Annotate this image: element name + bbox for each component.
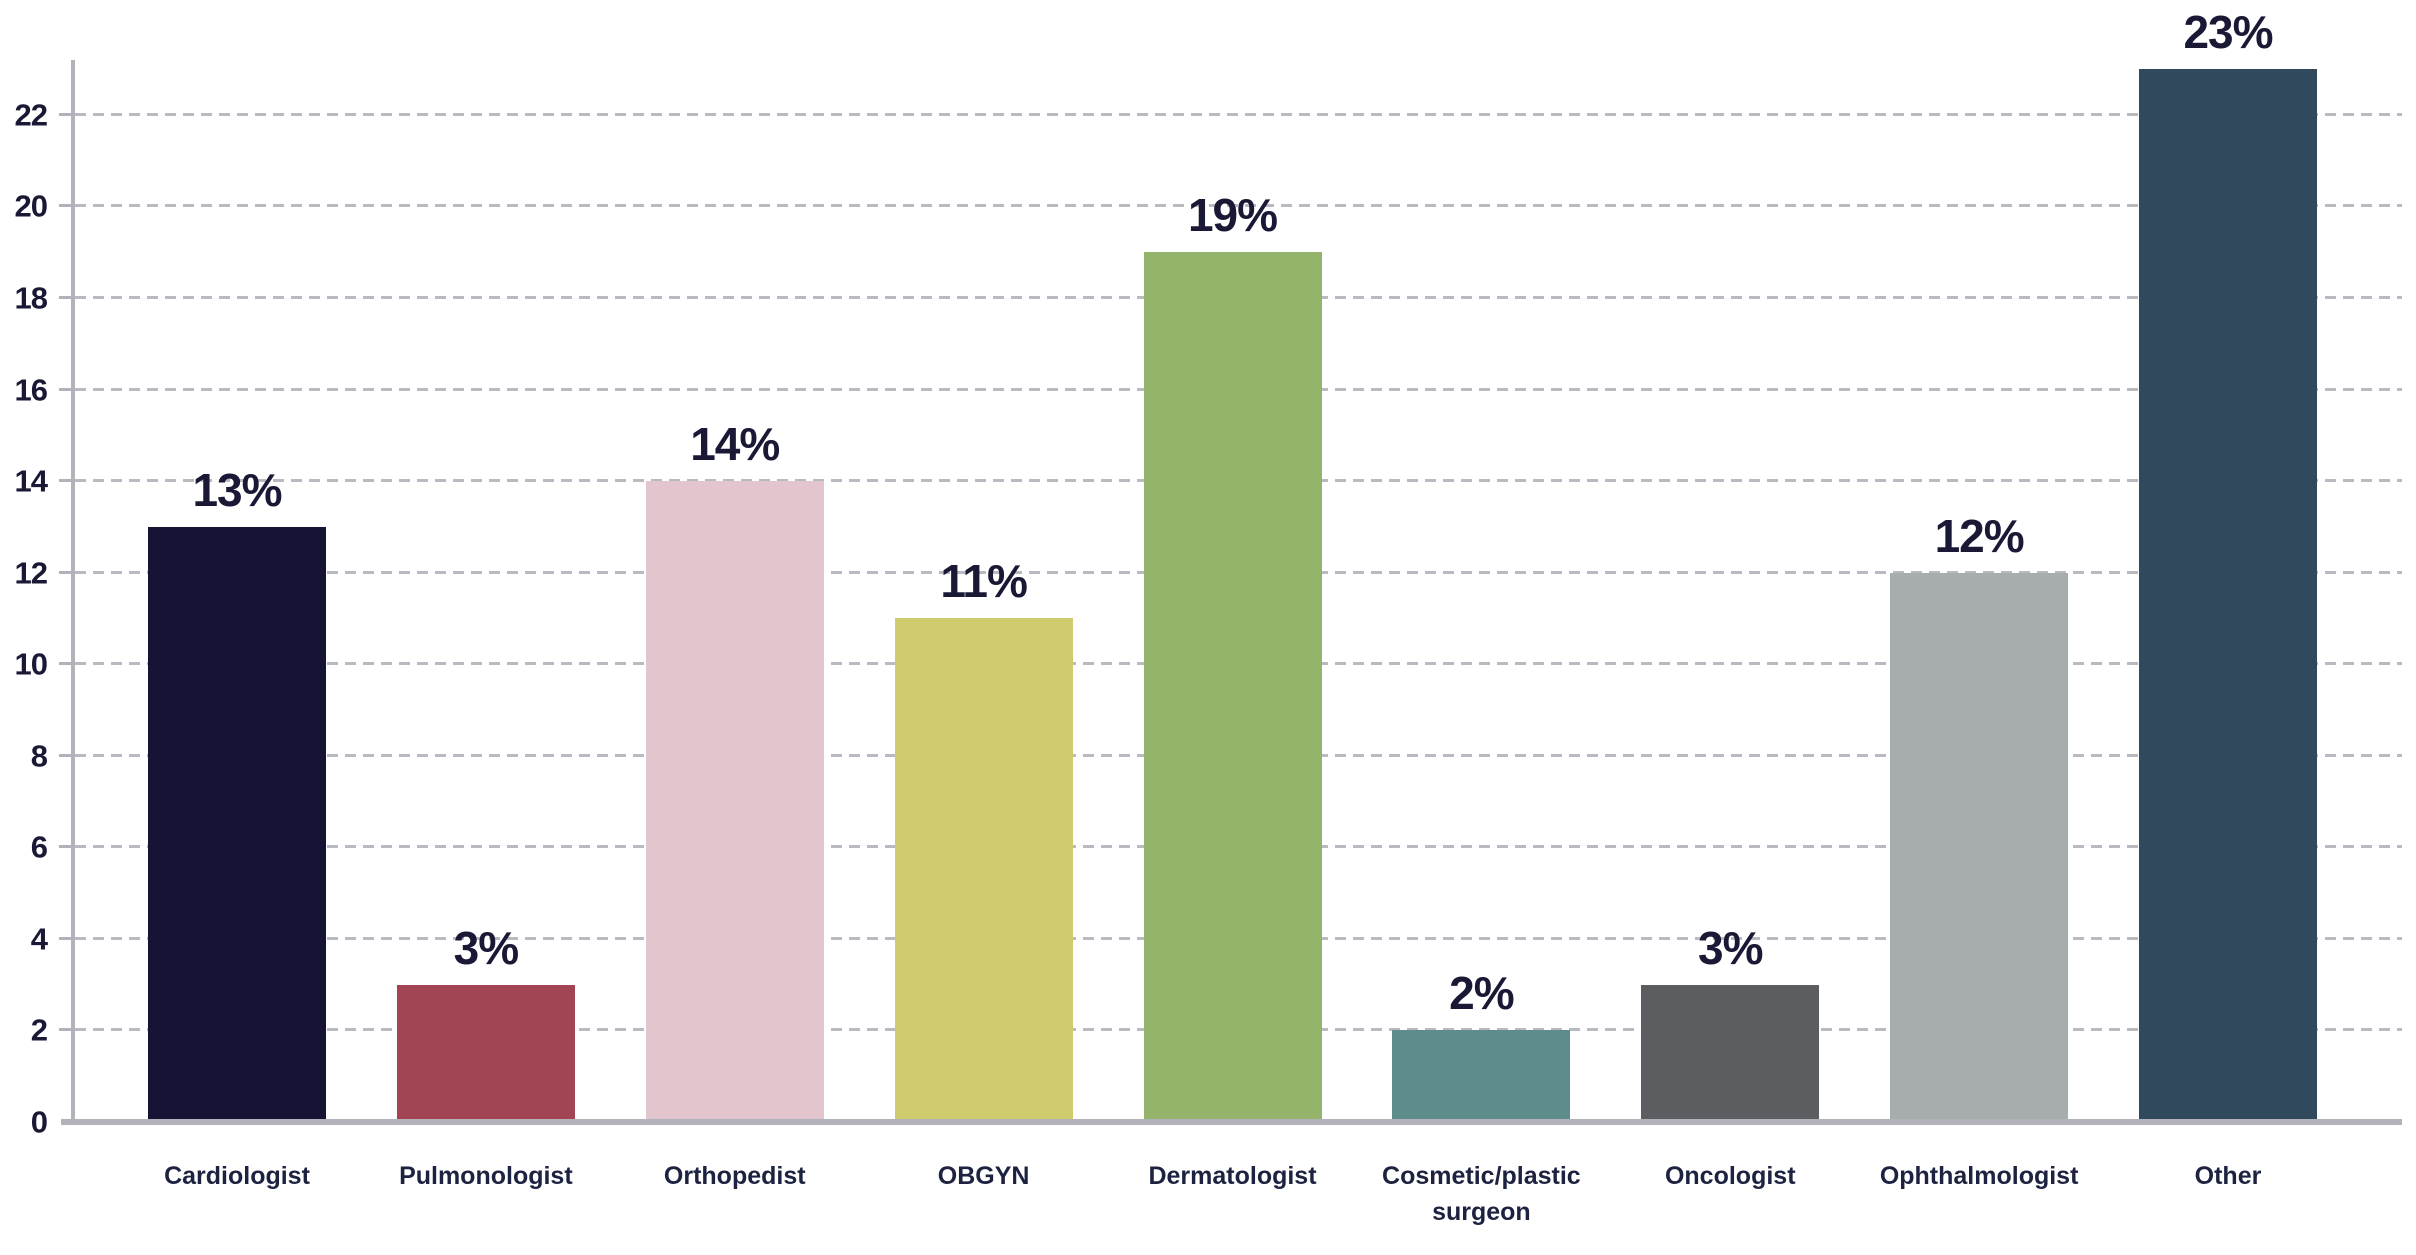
category-label: Dermatologist xyxy=(1144,1158,1322,1242)
bar xyxy=(1143,252,1322,1122)
y-axis-tick xyxy=(59,662,73,666)
bar xyxy=(1392,1030,1571,1122)
y-tick-label: 8 xyxy=(30,738,48,774)
bar-value-label: 14% xyxy=(690,418,780,471)
category-label-text: Cosmetic/plastic surgeon xyxy=(1382,1162,1581,1226)
y-axis-tick xyxy=(59,204,73,208)
y-axis-tick xyxy=(59,936,73,940)
gridline xyxy=(75,204,2402,208)
y-tick-label: 18 xyxy=(14,280,48,316)
x-axis-baseline xyxy=(61,1119,2402,1125)
category-label: OBGYN xyxy=(895,1158,1073,1242)
category-label: Cosmetic/plastic surgeon xyxy=(1382,1158,1581,1242)
bar xyxy=(148,526,326,1122)
category-label: Oncologist xyxy=(1641,1158,1819,1242)
bar-slot: 23% xyxy=(2139,9,2317,1122)
bars-row: 13% 3% 14% 11% 19% 2% 3% 12% 23% xyxy=(75,9,2402,1122)
bar-value-label: 3% xyxy=(1698,921,1763,974)
bar-value-label: 2% xyxy=(1449,967,1514,1020)
category-label-text: Ophthalmologist xyxy=(1879,1162,2079,1190)
category-label-text: Pulmonologist xyxy=(399,1162,573,1190)
y-tick-label: 10 xyxy=(14,646,48,682)
y-axis-tick xyxy=(59,1028,73,1032)
y-tick-label: 16 xyxy=(14,372,48,408)
bar-value-label: 3% xyxy=(453,921,519,974)
category-label: Other xyxy=(2139,1158,2317,1242)
category-label: Cardiologist xyxy=(148,1158,326,1242)
y-axis-tick xyxy=(59,296,73,300)
bar xyxy=(645,481,824,1122)
y-tick-label: 14 xyxy=(14,463,48,499)
y-tick-label: 20 xyxy=(14,188,48,224)
category-label: Orthopedist xyxy=(646,1158,824,1242)
gridline xyxy=(75,112,2402,116)
y-axis-tick xyxy=(59,570,73,574)
y-axis-tick xyxy=(59,753,73,757)
category-label-text: Orthopedist xyxy=(663,1162,806,1190)
category-label: Pulmonologist xyxy=(397,1158,575,1242)
bar-slot: 13% xyxy=(148,60,326,1122)
y-axis-tick xyxy=(59,479,73,483)
category-label-text: Dermatologist xyxy=(1148,1162,1317,1190)
bar-slot: 11% xyxy=(894,60,1073,1122)
bar xyxy=(2139,69,2317,1122)
bar-value-label: 19% xyxy=(1187,189,1278,242)
category-label-text: Other xyxy=(2194,1162,2262,1190)
bar-slot: 3% xyxy=(396,60,575,1122)
bar-slot: 12% xyxy=(1890,60,2069,1122)
bar xyxy=(1890,572,2069,1122)
bar xyxy=(1641,984,1820,1122)
y-tick-label: 2 xyxy=(30,1012,48,1048)
y-tick-label: 22 xyxy=(14,97,48,133)
y-tick-label: 4 xyxy=(30,921,48,957)
bar-value-label: 11% xyxy=(940,555,1028,608)
category-label-text: Oncologist xyxy=(1664,1162,1796,1190)
y-axis-tick xyxy=(59,845,73,849)
category-labels-row: Cardiologist Pulmonologist Orthopedist OBGY… xyxy=(75,1158,2402,1242)
y-axis-tick xyxy=(59,387,73,391)
bar-slot: 2% xyxy=(1392,60,1571,1122)
bar-slot: 3% xyxy=(1641,60,1820,1122)
y-tick-label: 6 xyxy=(30,829,48,865)
category-label: Ophthalmologist xyxy=(1880,1158,2079,1242)
bar-value-label: 13% xyxy=(192,463,282,516)
category-label-text: OBGYN xyxy=(937,1162,1030,1190)
bar-slot: 14% xyxy=(645,60,824,1122)
y-tick-label: 0 xyxy=(30,1104,48,1140)
y-tick-label: 12 xyxy=(14,555,48,591)
category-label-text: Cardiologist xyxy=(164,1162,310,1190)
bar-slot: 19% xyxy=(1143,60,1322,1122)
plot-area: 0 2 4 6 8 10 12 14 16 18 20 22 13% 3% 14% 11% 19% 2% 3% 12… xyxy=(15,9,2402,1138)
bar xyxy=(894,618,1073,1122)
bar xyxy=(396,984,575,1122)
y-axis-tick xyxy=(59,112,73,116)
bar-value-label: 12% xyxy=(1934,509,2025,562)
bar-value-label: 23% xyxy=(2183,6,2273,59)
